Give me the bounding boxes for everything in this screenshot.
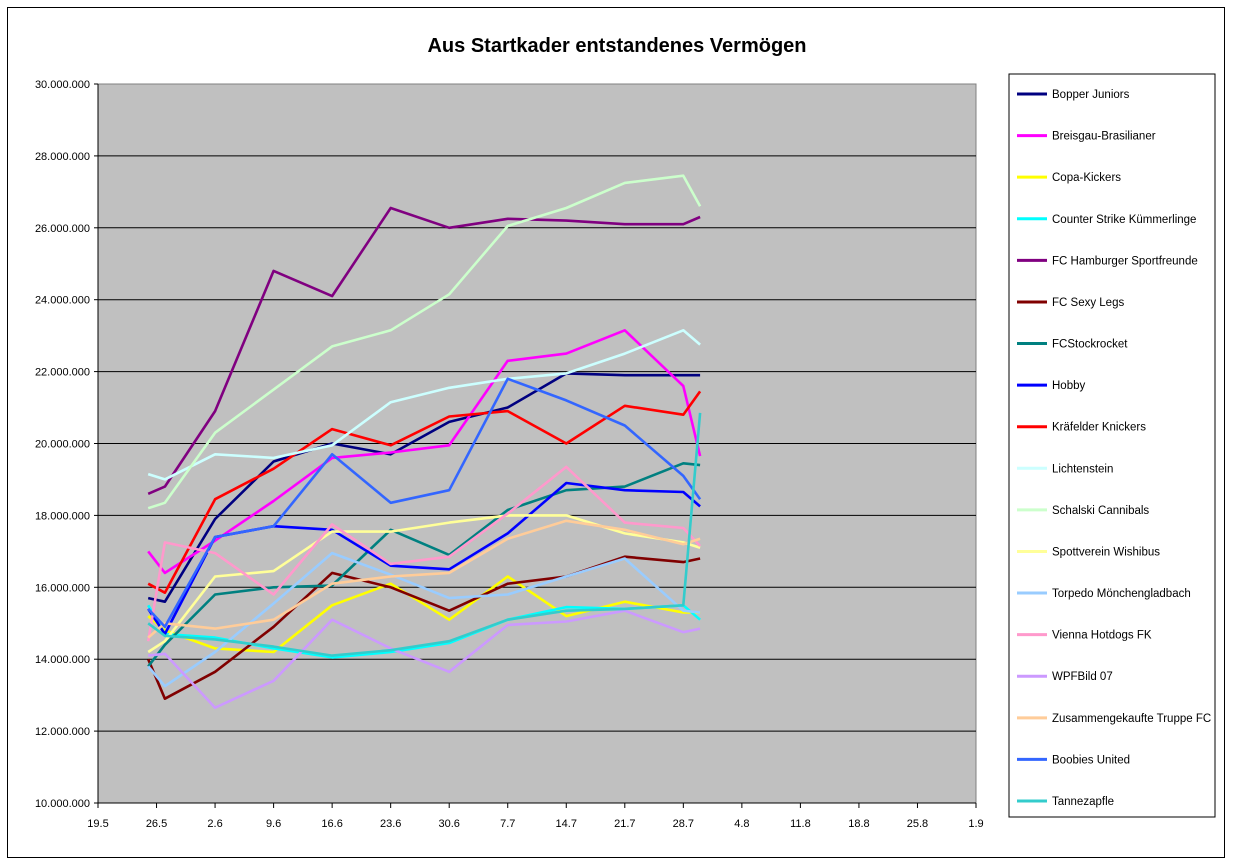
series-line	[147, 328, 701, 481]
legend-label: Lichtenstein	[1052, 463, 1113, 475]
legend-label: Zusammengekaufte Truppe FC	[1052, 713, 1211, 725]
series-line	[147, 514, 701, 654]
legend-label: Spottverein Wishibus	[1052, 546, 1160, 558]
legend-label: Torpedo Mönchengladbach	[1052, 588, 1191, 600]
y-tick-label: 28.000.000	[35, 151, 90, 163]
x-tick-label: 1.9	[968, 818, 983, 830]
series-line	[147, 372, 701, 604]
legend-label: Hobby	[1052, 380, 1085, 392]
y-tick-label: 14.000.000	[35, 654, 90, 666]
x-tick-label: 14.7	[556, 818, 577, 830]
legend-label: FCStockrocket	[1052, 339, 1128, 351]
legend-label: Boobies United	[1052, 754, 1130, 766]
y-tick-label: 18.000.000	[35, 510, 90, 522]
legend-box	[1008, 73, 1216, 818]
series-line	[147, 555, 701, 701]
x-tick-label: 4.8	[734, 818, 749, 830]
series-line	[147, 519, 701, 639]
legend-label: FC Hamburger Sportfreunde	[1052, 255, 1198, 267]
x-tick-label: 25.8	[907, 818, 928, 830]
legend-label: FC Sexy Legs	[1052, 297, 1124, 309]
legend-label: Bopper Juniors	[1052, 89, 1130, 101]
x-tick-label: 2.6	[207, 818, 222, 830]
x-tick-label: 19.5	[87, 818, 108, 830]
legend-label: Breisgau-Brasilianer	[1052, 131, 1156, 143]
y-tick-label: 12.000.000	[35, 726, 90, 738]
x-tick-label: 18.8	[848, 818, 869, 830]
series-line	[147, 328, 702, 575]
series-line	[147, 377, 702, 629]
y-tick-label: 26.000.000	[35, 223, 90, 235]
legend-label: WPFBild 07	[1052, 671, 1113, 683]
series-line	[147, 461, 701, 668]
legend-label: Vienna Hotdogs FK	[1052, 630, 1152, 642]
series-line	[147, 174, 702, 510]
legend-label: Counter Strike Kümmerlinge	[1052, 214, 1196, 226]
legend-label: Kräfelder Knickers	[1052, 422, 1146, 434]
series-line	[147, 206, 701, 495]
x-tick-label: 7.7	[500, 818, 515, 830]
x-tick-label: 9.6	[266, 818, 281, 830]
y-tick-label: 24.000.000	[35, 295, 90, 307]
legend-label: Copa-Kickers	[1052, 172, 1121, 184]
x-tick-label: 16.6	[321, 818, 342, 830]
x-tick-label: 21.7	[614, 818, 635, 830]
line-chart: Aus Startkader entstandenes Vermögen 10.…	[35, 35, 1216, 830]
y-tick-label: 10.000.000	[35, 798, 90, 810]
legend: Bopper Juniors Breisgau-Brasilianer Copa-K…	[1008, 73, 1216, 818]
y-tick-label: 30.000.000	[35, 79, 90, 91]
x-tick-label: 28.7	[673, 818, 694, 830]
series-line	[147, 551, 701, 688]
x-tick-label: 23.6	[380, 818, 401, 830]
x-tick-label: 11.8	[790, 818, 811, 830]
plot-area: 10.000.000 12.000.000 14.000.000 16.000.000…	[35, 79, 984, 830]
series-line	[147, 412, 702, 657]
series-line	[147, 575, 701, 654]
series-line	[147, 390, 702, 595]
x-tick-label: 30.6	[438, 818, 459, 830]
y-tick-label: 16.000.000	[35, 582, 90, 594]
chart-frame: Aus Startkader entstandenes Vermögen 10.…	[7, 7, 1225, 858]
series-line	[148, 609, 701, 710]
legend-label: Schalski Cannibals	[1052, 505, 1149, 517]
y-tick-label: 20.000.000	[35, 439, 90, 451]
legend-label: Tannezapfle	[1052, 796, 1114, 808]
x-tick-label: 26.5	[146, 818, 167, 830]
y-tick-label: 22.000.000	[35, 367, 90, 379]
chart-title: Aus Startkader entstandenes Vermögen	[427, 35, 806, 57]
